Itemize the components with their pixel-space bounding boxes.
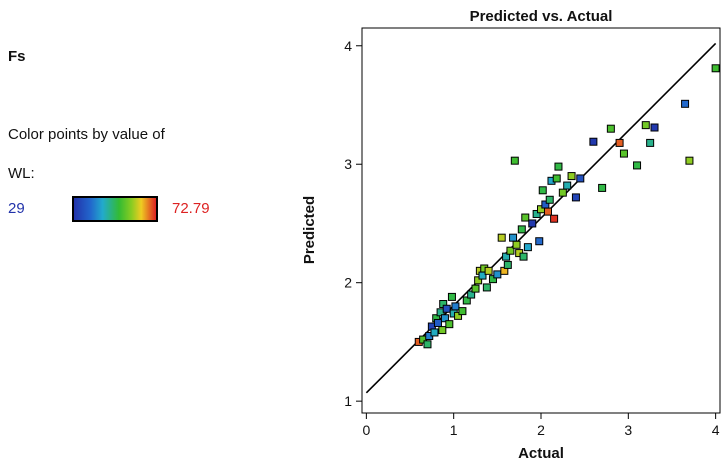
- chart-title: Predicted vs. Actual: [470, 8, 613, 25]
- data-point: [451, 302, 460, 311]
- data-point: [517, 225, 526, 234]
- data-point: [528, 219, 537, 228]
- data-point: [606, 124, 615, 133]
- data-point: [502, 252, 511, 261]
- data-point: [598, 183, 607, 192]
- data-point: [454, 311, 463, 320]
- data-point: [440, 314, 449, 323]
- data-point: [519, 252, 528, 261]
- data-point: [438, 326, 447, 335]
- y-tick-label: 3: [344, 156, 352, 172]
- data-point: [462, 296, 471, 305]
- data-point: [646, 138, 655, 147]
- x-axis: 0 1 2 3 4: [362, 413, 720, 438]
- data-point: [458, 307, 467, 316]
- data-point: [589, 137, 598, 146]
- data-point: [535, 237, 544, 246]
- y-axis: 1 2 3 4: [344, 38, 362, 409]
- response-title: Fs: [8, 48, 26, 65]
- data-point: [471, 284, 480, 293]
- y-tick-label: 4: [344, 38, 352, 54]
- data-point: [482, 283, 491, 292]
- data-point: [430, 328, 439, 337]
- data-point: [552, 174, 561, 183]
- fit-reference-line: [365, 42, 717, 394]
- data-point: [576, 174, 585, 183]
- data-point: [543, 207, 552, 216]
- data-point: [509, 233, 518, 242]
- data-point: [567, 172, 576, 181]
- y-axis-label: Predicted: [301, 196, 318, 264]
- data-point: [484, 266, 493, 275]
- data-points: [414, 64, 720, 349]
- x-axis-label: Actual: [518, 445, 564, 462]
- data-point: [571, 193, 580, 202]
- data-point: [433, 318, 442, 327]
- data-point: [615, 138, 624, 147]
- data-point: [488, 275, 497, 284]
- x-tick-label: 1: [450, 422, 458, 438]
- data-point: [497, 233, 506, 242]
- x-tick-label: 2: [537, 422, 545, 438]
- data-point: [532, 209, 541, 218]
- data-point: [650, 123, 659, 132]
- color-gradient-bar: [72, 196, 158, 222]
- x-tick-label: 3: [624, 422, 632, 438]
- data-point: [442, 304, 451, 313]
- legend-caption: Color points by value of: [8, 126, 165, 143]
- plot-frame: [361, 27, 721, 414]
- data-point: [681, 99, 690, 108]
- data-point: [523, 243, 532, 252]
- data-point: [558, 188, 567, 197]
- data-point: [512, 240, 521, 249]
- data-point: [641, 121, 650, 130]
- x-tick-label: 4: [712, 422, 720, 438]
- data-point: [493, 270, 502, 279]
- data-point: [503, 260, 512, 269]
- data-point: [554, 162, 563, 171]
- data-point: [474, 276, 483, 285]
- data-point: [506, 246, 515, 255]
- data-point: [510, 156, 519, 165]
- y-tick-label: 1: [344, 393, 352, 409]
- data-point: [521, 213, 530, 222]
- data-point: [447, 292, 456, 301]
- data-point: [538, 186, 547, 195]
- data-point: [550, 214, 559, 223]
- legend-min-label: 29: [8, 200, 25, 217]
- y-tick-label: 2: [344, 275, 352, 291]
- x-tick-label: 0: [362, 422, 370, 438]
- legend-variable: WL:: [8, 165, 35, 182]
- data-point: [633, 161, 642, 170]
- data-point: [423, 340, 432, 349]
- data-point: [563, 181, 572, 190]
- data-point: [619, 149, 628, 158]
- data-point: [545, 195, 554, 204]
- data-point: [685, 156, 694, 165]
- data-point: [445, 320, 454, 329]
- data-point: [467, 290, 476, 299]
- legend-max-label: 72.79: [172, 200, 210, 217]
- data-point: [711, 64, 720, 73]
